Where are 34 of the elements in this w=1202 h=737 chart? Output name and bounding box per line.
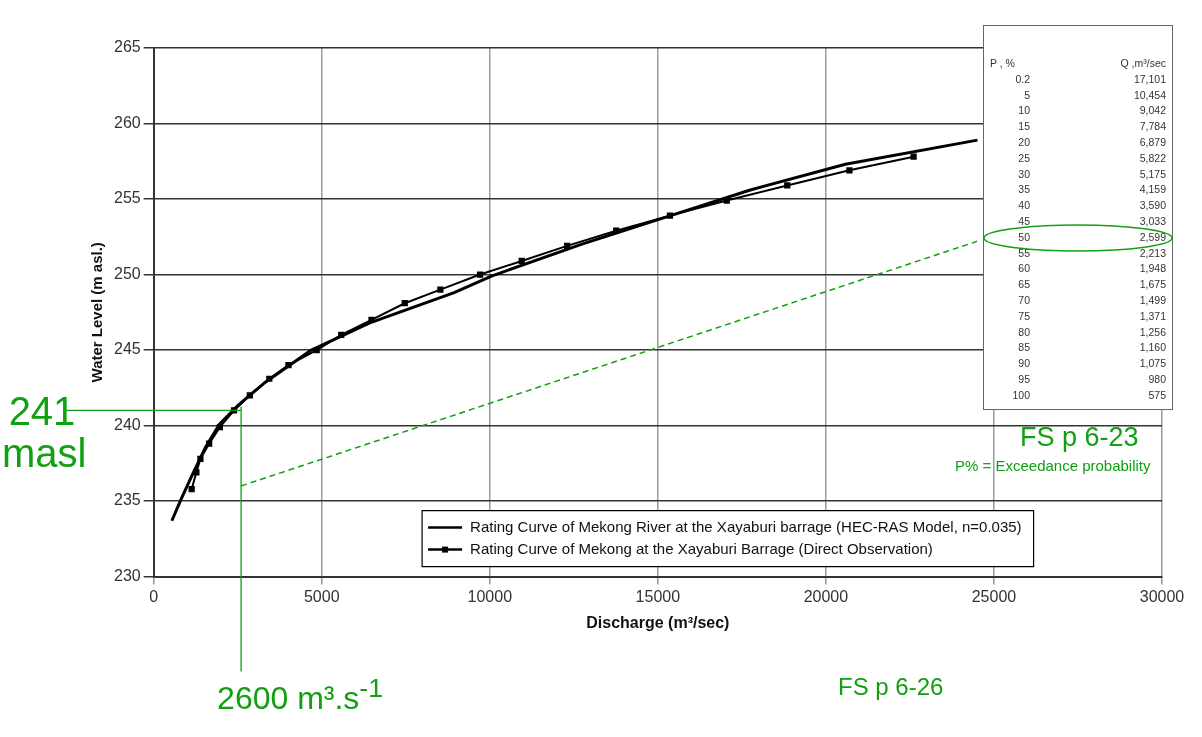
y-tick-label: 250 <box>113 264 141 282</box>
table-panel: P , % Q ,m³/sec 0.2 17,101 5 10,454 10 9,042 15 7,784 20 6,879 25 5,822 30 5,175 35 4,159 40 3,590 45 3,033 50 2,599 55 2,213 60 1,948 65 1,675 70 1,499 75 1,371 80 1,256 85 1,160 90 1,075 95 980 100 575 <box>983 25 1173 410</box>
legend-label: Rating Curve of Mekong at the Xayaburi Barrage (Direct Observation) <box>470 539 933 557</box>
y-tick-label: 255 <box>113 189 141 207</box>
x-tick-label: 10000 <box>467 587 513 605</box>
x-tick-label: 15000 <box>635 587 681 605</box>
point <box>784 182 791 189</box>
ref-line-label: 2600 m³.s$^{-1}$ <box>217 672 384 717</box>
legend-label: Rating Curve of Mekong River at the Xayaburi barrage (HEC-RAS Model, n=0.035) <box>470 517 1022 535</box>
ref-line-label: 241 masl <box>2 389 87 476</box>
y-tick-label: 265 <box>113 38 141 56</box>
x-tick-label: 5000 <box>303 587 340 605</box>
point <box>188 485 195 493</box>
x-axis-title: Discharge (m³/sec) <box>586 613 730 631</box>
x-tick-label: 25000 <box>971 587 1017 605</box>
y-tick-label: 230 <box>113 567 141 585</box>
point <box>518 257 525 265</box>
point <box>846 167 853 174</box>
x-tick-label: 20000 <box>803 587 849 605</box>
point <box>437 286 444 293</box>
annotation: P% = Exceedance probability <box>955 457 1151 474</box>
annotation: FS p 6-23 <box>1020 422 1139 453</box>
x-tick-label: 0 <box>149 587 159 605</box>
point <box>401 300 408 307</box>
point <box>193 469 200 476</box>
y-tick-label: 260 <box>113 113 141 131</box>
x-tick-label: 30000 <box>1139 587 1185 605</box>
y-tick-label: 235 <box>113 491 141 509</box>
point <box>476 271 484 278</box>
y-axis-title: Water Level (m asl.) <box>88 242 106 383</box>
text: FS p 6-26 <box>838 673 944 701</box>
y-tick-label: 240 <box>113 415 141 433</box>
y-tick-label: 245 <box>113 340 141 358</box>
point <box>910 153 917 160</box>
